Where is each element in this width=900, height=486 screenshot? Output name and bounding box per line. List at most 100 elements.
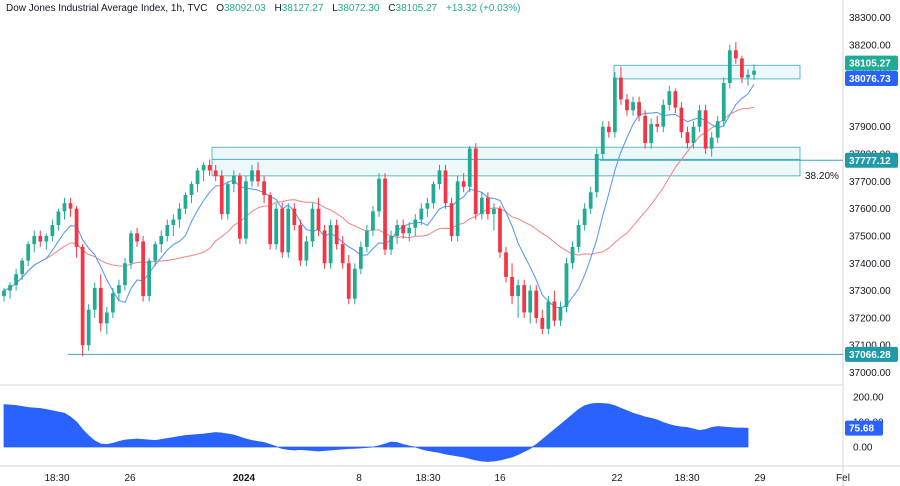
slow-ma-tag: 37989.92 [849, 98, 891, 109]
candle-body [268, 195, 273, 245]
open-value: 38092.03 [223, 3, 266, 14]
time-tick-label: 29 [754, 473, 766, 484]
low-level-tag: 37066.28 [849, 350, 891, 361]
price-tick-label: 37600.00 [849, 204, 891, 215]
candle-body [570, 246, 575, 264]
candle-body [129, 233, 133, 264]
price-tick-label: 37100.00 [849, 341, 891, 352]
candle-body [685, 132, 690, 144]
osc-value-tag: 75.68 [849, 424, 874, 435]
candle-body [352, 268, 357, 299]
price-tick-label: 37400.00 [849, 259, 891, 270]
candle-body [123, 263, 127, 286]
candle-body [316, 208, 321, 231]
candle-body [721, 83, 726, 122]
candle-body [540, 317, 545, 329]
close-value: 38105.27 [395, 3, 438, 14]
price-tick-label: 38300.00 [849, 13, 891, 24]
candle-body [516, 285, 520, 297]
candle-body [413, 219, 418, 228]
candle-body [201, 164, 206, 171]
candle-body [304, 241, 309, 261]
close-price-tag-box [845, 55, 898, 71]
candle-body [443, 170, 448, 204]
candle-body [68, 203, 73, 209]
candle-body [752, 70, 756, 75]
candle-body [546, 301, 551, 329]
close-label: C [388, 3, 396, 14]
candle-body [171, 219, 176, 226]
candle-body [98, 287, 103, 324]
candle-body [661, 104, 666, 127]
candle-body [582, 208, 587, 226]
candle-body [195, 170, 200, 185]
low-value: 38072.30 [337, 3, 380, 14]
candle-body [286, 208, 291, 253]
candle-body [231, 175, 236, 185]
candle-body [709, 137, 714, 149]
candle-body [691, 126, 696, 144]
candle-body [177, 208, 182, 220]
candle-body [371, 211, 375, 231]
candle-body [340, 244, 345, 264]
candles-group [2, 42, 756, 357]
candle-body [600, 126, 605, 155]
time-tick-label: 16 [494, 473, 506, 484]
low-label: L [332, 3, 338, 14]
candle-body [334, 225, 339, 245]
candle-body [383, 178, 387, 250]
candle-body [564, 263, 569, 307]
candle-body [485, 197, 490, 215]
chart-header: Dow Jones Industrial Average Index, 1h, … [6, 3, 527, 14]
candle-body [425, 203, 430, 209]
time-tick-label: 18:30 [674, 473, 699, 484]
candle-body [594, 154, 599, 193]
candle-body [437, 170, 442, 185]
fast-ma-tag-box [845, 70, 898, 86]
price-tick-label: 37700.00 [849, 177, 891, 188]
candle-body [183, 195, 188, 209]
candle-body [467, 148, 472, 187]
candle-body [225, 184, 230, 215]
candle-body [207, 164, 212, 171]
candle-body [250, 170, 254, 182]
candle-body [280, 208, 285, 253]
candle-body [625, 99, 629, 111]
candle-body [498, 208, 502, 253]
fib-label: 38.20% [805, 171, 839, 182]
time-tick-label: 22 [611, 473, 623, 484]
candle-body [44, 235, 49, 242]
osc-tick-label: 200.00 [853, 393, 884, 404]
candle-body [649, 123, 654, 144]
time-tick-label: 2024 [233, 473, 256, 484]
candle-body [262, 181, 266, 195]
candle-body [740, 58, 744, 78]
candle-body [588, 192, 593, 209]
candle-body [117, 285, 121, 294]
candle-body [32, 235, 37, 245]
candle-body [727, 50, 732, 84]
candle-body [310, 208, 315, 242]
candle-body [419, 208, 424, 220]
fast-ma-tag: 38076.73 [849, 74, 891, 85]
candle-body [219, 175, 224, 215]
candle-body [552, 301, 557, 321]
candle-body [274, 208, 279, 245]
fib-level-tag: 37777.12 [849, 156, 891, 167]
change-value: +13.32 (+0.03%) [446, 3, 521, 14]
candle-body [213, 170, 218, 176]
candle-body [153, 244, 158, 261]
candle-body [104, 312, 109, 324]
candle-body [407, 227, 412, 234]
candle-body [8, 285, 12, 291]
candle-body [292, 208, 297, 226]
time-tick-label: Fel [836, 473, 850, 484]
low-level-tag-box [845, 346, 898, 362]
candle-body [159, 235, 164, 245]
candle-body [606, 126, 611, 133]
price-tick-label: 37000.00 [849, 368, 891, 379]
candle-body [74, 208, 79, 247]
price-tick-label: 37300.00 [849, 286, 891, 297]
candle-body [110, 293, 115, 313]
